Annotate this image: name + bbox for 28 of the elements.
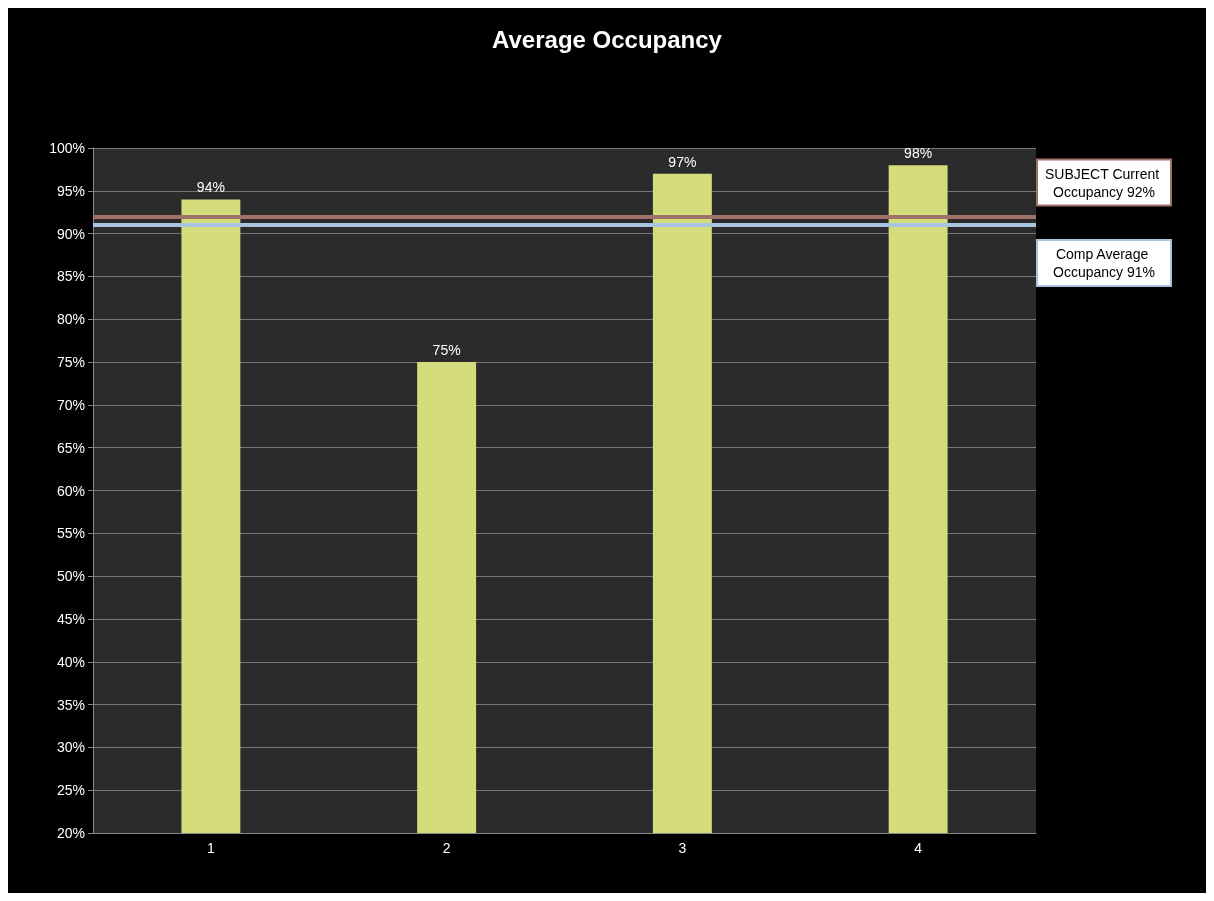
y-tick-label: 60% [56,482,85,499]
y-tick-label: 90% [56,225,85,242]
x-tick-label: 1 [206,840,215,856]
y-tick-label: 70% [56,396,85,413]
data-label: 97% [668,153,697,170]
y-tick-label: 25% [56,782,85,799]
y-tick-label: 55% [56,525,85,542]
ref-line-label: SUBJECT Current Occupancy 92% [1045,165,1163,200]
x-tick-label: 3 [678,840,687,856]
ref-line-label: Comp Average Occupancy 91% [1053,246,1155,281]
data-label: 75% [432,342,461,359]
chart-title: Average Occupancy [492,25,723,53]
data-label: 94% [196,179,225,196]
y-tick-label: 45% [56,610,85,627]
y-tick-label: 50% [56,568,85,585]
y-tick-label: 40% [56,653,85,670]
y-tick-label: 100% [49,140,85,156]
y-tick-label: 20% [56,825,85,841]
y-tick-label: 75% [56,354,85,371]
y-tick-label: 35% [56,696,85,713]
x-tick-label: 4 [914,840,923,856]
y-tick-label: 95% [56,182,85,199]
y-tick-label: 85% [56,268,85,285]
y-tick-label: 80% [56,311,85,328]
data-label: 98% [904,145,933,162]
y-tick-label: 30% [56,739,85,756]
y-tick-label: 65% [56,439,85,456]
x-tick-label: 2 [442,840,451,856]
